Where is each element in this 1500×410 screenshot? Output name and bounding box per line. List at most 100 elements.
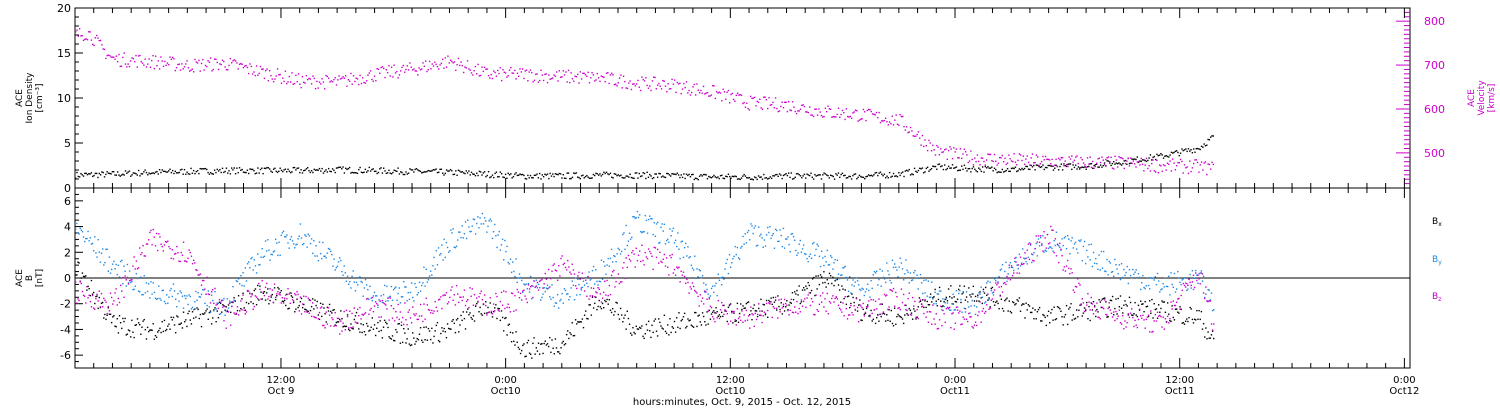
velocity-point — [258, 72, 260, 75]
velocity-point — [369, 70, 372, 72]
density-point — [479, 171, 482, 173]
velocity-point — [1060, 156, 1063, 159]
bx-point — [244, 309, 247, 312]
density-point — [81, 174, 83, 176]
by-point — [209, 311, 212, 313]
by-point — [477, 216, 479, 218]
bx-point — [956, 298, 959, 300]
density-point — [472, 173, 474, 175]
density-point — [1103, 162, 1106, 164]
by-point — [1020, 262, 1023, 264]
bz-point — [132, 265, 134, 267]
velocity-point — [1143, 169, 1145, 172]
velocity-point — [265, 69, 267, 72]
by-point — [512, 261, 514, 263]
bz-point — [207, 293, 209, 295]
bz-point — [79, 281, 81, 283]
bz-point — [474, 304, 477, 307]
density-point — [958, 169, 960, 171]
bx-point — [660, 325, 662, 327]
bx-point — [567, 330, 569, 332]
by-point — [833, 262, 835, 264]
bx-point — [741, 308, 743, 311]
by-point — [744, 233, 746, 235]
bx-point — [353, 318, 356, 321]
bx-point — [825, 286, 827, 288]
velocity-point — [506, 76, 508, 78]
density-point — [355, 172, 357, 174]
bz-point — [167, 240, 169, 242]
by-point — [1029, 244, 1032, 246]
by-point — [343, 265, 345, 267]
bx-point — [1062, 324, 1064, 326]
bz-point — [785, 302, 787, 305]
velocity-point — [1114, 155, 1116, 157]
velocity-point — [951, 157, 954, 160]
by-point — [101, 248, 104, 250]
velocity-point — [76, 29, 78, 31]
by-point — [401, 296, 404, 298]
density-point — [229, 173, 232, 175]
bz-point — [569, 271, 571, 273]
bx-point — [409, 344, 412, 347]
density-point — [313, 168, 315, 171]
bz-point — [89, 300, 92, 303]
bz-point — [277, 290, 279, 293]
by-point — [810, 257, 813, 259]
bx-point — [251, 293, 253, 295]
bz-point — [297, 293, 299, 296]
bz-point — [478, 295, 480, 298]
velocity-point — [992, 160, 994, 163]
bz-point — [816, 309, 818, 311]
bz-point — [984, 310, 987, 313]
velocity-point — [84, 38, 86, 41]
density-point — [324, 170, 326, 173]
bz-point — [578, 271, 580, 274]
velocity-point — [1054, 164, 1056, 166]
velocity-point — [1191, 167, 1194, 169]
velocity-point — [211, 70, 213, 72]
density-point — [274, 167, 276, 169]
bz-point — [628, 258, 631, 261]
bx-point — [400, 324, 403, 327]
by-point — [1129, 274, 1132, 277]
velocity-point — [704, 93, 706, 95]
velocity-point — [178, 63, 180, 65]
bz-point — [150, 229, 152, 232]
bz-point — [274, 296, 277, 299]
by-point — [832, 268, 834, 270]
bx-point — [1026, 309, 1028, 311]
bx-point — [1170, 320, 1172, 323]
density-point — [447, 170, 449, 172]
velocity-point — [1158, 164, 1161, 166]
by-point — [207, 290, 209, 292]
by-point — [281, 232, 284, 234]
velocity-point — [569, 81, 571, 84]
bx-point — [814, 294, 816, 297]
density-point — [1006, 168, 1009, 170]
density-point — [462, 172, 465, 174]
bx-point — [149, 329, 151, 331]
by-point — [905, 259, 907, 261]
density-point — [158, 169, 161, 171]
bx-point — [664, 330, 667, 333]
density-point — [94, 172, 97, 175]
bx-point — [755, 310, 758, 312]
bz-point — [389, 297, 391, 299]
velocity-point — [544, 73, 546, 76]
bz-point — [773, 307, 776, 309]
by-point — [697, 276, 699, 278]
bx-point — [381, 337, 384, 339]
velocity-point — [595, 79, 597, 81]
bx-point — [678, 312, 680, 314]
by-point — [106, 248, 108, 250]
by-point — [1031, 261, 1033, 264]
bz-point — [900, 288, 903, 290]
bx-point — [988, 297, 990, 299]
density-point — [262, 172, 264, 175]
density-point — [514, 173, 516, 175]
bx-point — [564, 343, 567, 345]
by-point — [735, 253, 737, 256]
by-point — [859, 288, 861, 291]
velocity-point — [782, 106, 785, 109]
